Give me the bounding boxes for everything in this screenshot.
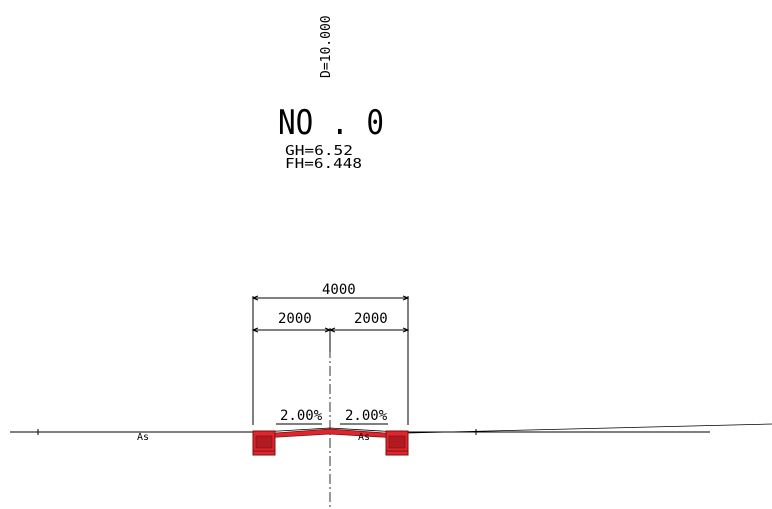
- ground-lines: [10, 423, 772, 435]
- left-surface-label: As: [137, 432, 149, 443]
- total-width-label: 4000: [322, 282, 356, 298]
- right-slope-label: 2.00%: [345, 408, 388, 424]
- right-width-label: 2000: [354, 311, 388, 327]
- ground-height-label: GH=6.52: [285, 144, 353, 159]
- road-structure: [252, 427, 409, 456]
- left-slope-label: 2.00%: [280, 408, 323, 424]
- station-label: NO . 0: [278, 103, 384, 143]
- left-width-label: 2000: [278, 311, 312, 327]
- distance-label: D=10.000: [319, 15, 334, 78]
- right-surface-label: As: [358, 432, 370, 443]
- formation-height-label: FH=6.448: [285, 157, 362, 172]
